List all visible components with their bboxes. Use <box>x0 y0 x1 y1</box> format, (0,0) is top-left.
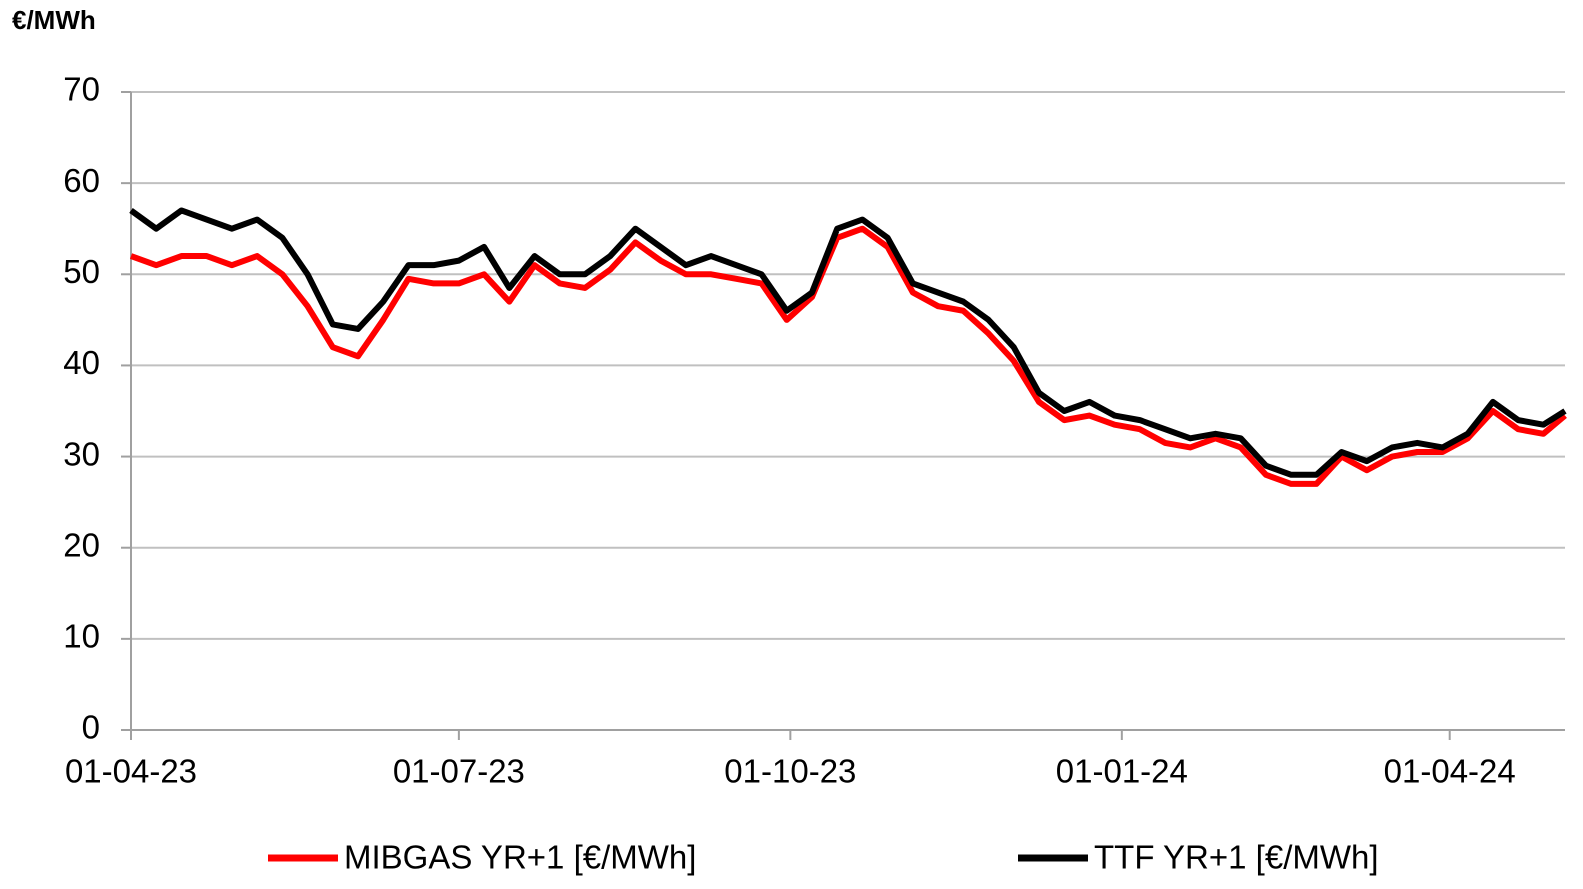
y-tick-label: 40 <box>63 344 100 381</box>
x-tick-label: 01-01-24 <box>1056 753 1188 790</box>
y-tick-label: 60 <box>63 162 100 199</box>
line-series <box>129 207 1567 478</box>
y-tick-label: 0 <box>82 709 100 746</box>
y-tick-label: 20 <box>63 526 100 563</box>
legend-label: MIBGAS YR+1 [€/MWh] <box>344 839 696 876</box>
x-tick-label: 01-10-23 <box>724 753 856 790</box>
y-tick-label: 30 <box>63 435 100 472</box>
x-tick-label: 01-07-23 <box>393 753 525 790</box>
legend-label: TTF YR+1 [€/MWh] <box>1094 839 1379 876</box>
y-axis-label: €/MWh <box>12 5 96 35</box>
x-tick-label: 01-04-24 <box>1384 753 1516 790</box>
y-tick-label: 50 <box>63 253 100 290</box>
x-tick-label: 01-04-23 <box>65 753 197 790</box>
y-tick-label: 10 <box>63 618 100 655</box>
line-series <box>129 225 1567 487</box>
y-tick-label: 70 <box>63 71 100 108</box>
